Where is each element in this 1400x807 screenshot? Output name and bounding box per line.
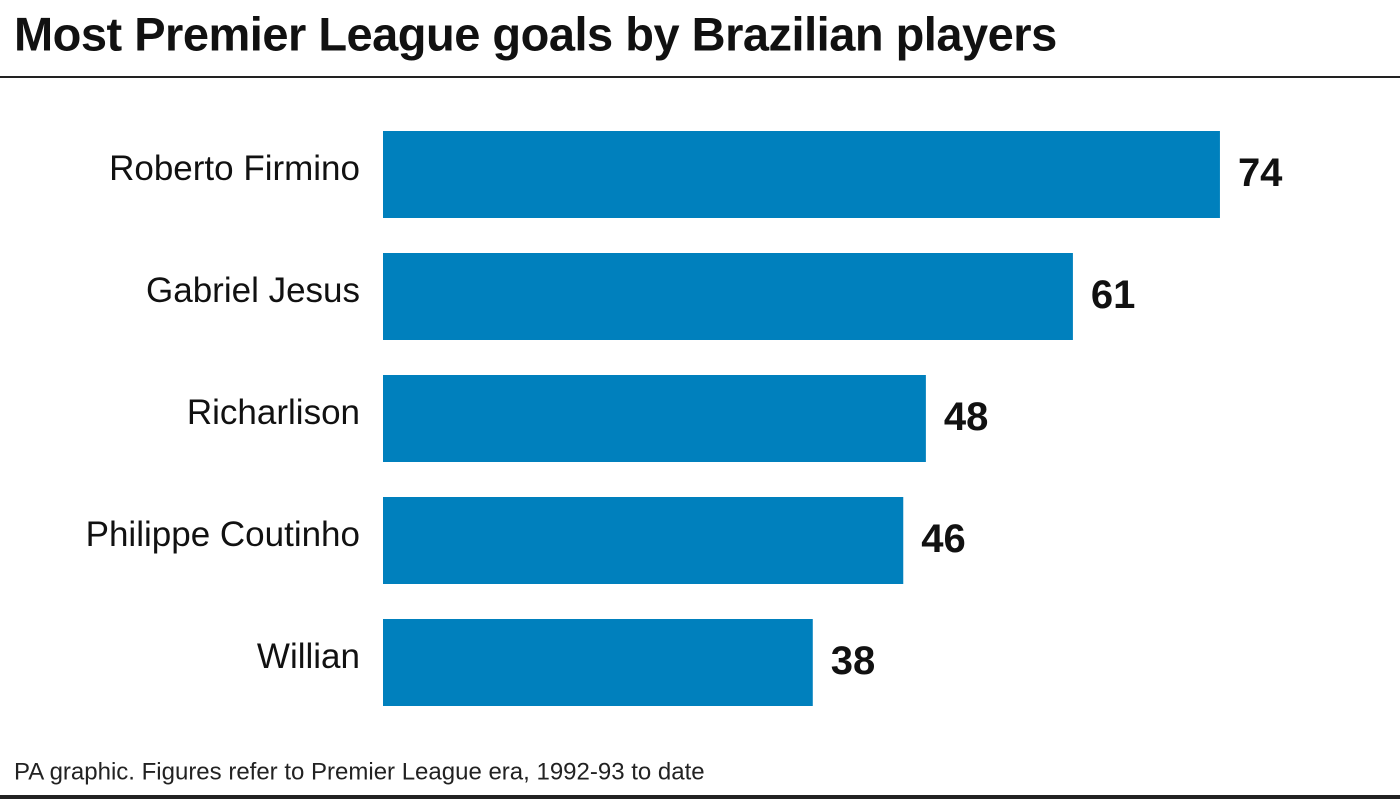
category-label: Roberto Firmino — [109, 149, 360, 188]
category-label: Gabriel Jesus — [146, 271, 360, 310]
value-label: 48 — [944, 395, 989, 439]
value-label: 46 — [921, 517, 966, 561]
category-label: Philippe Coutinho — [86, 515, 360, 554]
bar — [383, 253, 1073, 340]
footer-rule — [0, 795, 1400, 799]
value-label: 38 — [831, 639, 876, 683]
title-rule — [0, 76, 1400, 78]
bar — [383, 375, 926, 462]
bar — [383, 619, 813, 706]
bar — [383, 131, 1220, 218]
bar — [383, 497, 904, 584]
footnote: PA graphic. Figures refer to Premier Lea… — [14, 758, 705, 785]
category-label: Richarlison — [187, 393, 360, 432]
chart-title: Most Premier League goals by Brazilian p… — [14, 7, 1057, 60]
category-label: Willian — [257, 637, 360, 676]
value-label: 61 — [1091, 273, 1136, 317]
value-label: 74 — [1238, 151, 1283, 195]
